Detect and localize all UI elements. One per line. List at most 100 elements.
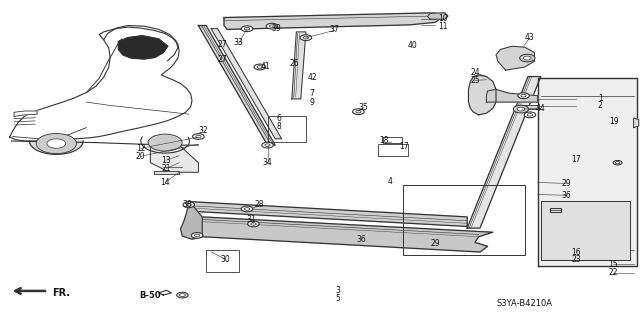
Text: 11: 11 — [438, 22, 447, 31]
Circle shape — [353, 109, 364, 115]
Text: 40: 40 — [408, 41, 418, 50]
Text: 14: 14 — [160, 178, 170, 187]
Circle shape — [196, 135, 201, 138]
Text: 13: 13 — [161, 156, 172, 165]
Circle shape — [524, 112, 536, 118]
Text: 20: 20 — [136, 152, 146, 161]
Text: B-50: B-50 — [140, 291, 161, 300]
Circle shape — [269, 25, 275, 27]
Text: 2: 2 — [598, 101, 603, 110]
Polygon shape — [541, 201, 630, 260]
Circle shape — [177, 292, 188, 298]
Circle shape — [520, 54, 535, 62]
Text: 17: 17 — [571, 155, 581, 164]
Circle shape — [251, 223, 256, 225]
Text: FR.: FR. — [52, 287, 70, 298]
Polygon shape — [150, 145, 198, 172]
Text: 33: 33 — [234, 38, 244, 47]
Circle shape — [254, 64, 266, 70]
Polygon shape — [159, 290, 172, 295]
Circle shape — [183, 202, 195, 208]
Text: 43: 43 — [525, 33, 535, 42]
Circle shape — [262, 142, 273, 148]
Polygon shape — [14, 111, 37, 116]
Text: 31: 31 — [246, 215, 256, 224]
Text: 44: 44 — [536, 104, 546, 113]
Text: 27: 27 — [218, 55, 228, 63]
Polygon shape — [118, 36, 168, 59]
Circle shape — [300, 35, 312, 41]
Text: 15: 15 — [608, 260, 618, 269]
Text: 9: 9 — [309, 98, 314, 107]
Circle shape — [521, 94, 526, 97]
Circle shape — [266, 23, 278, 29]
Circle shape — [179, 293, 186, 297]
Polygon shape — [189, 202, 467, 226]
Text: 42: 42 — [307, 73, 317, 82]
Circle shape — [265, 144, 270, 146]
Polygon shape — [180, 202, 202, 239]
Text: 28: 28 — [255, 200, 264, 209]
Circle shape — [193, 134, 204, 139]
Polygon shape — [496, 46, 534, 70]
Polygon shape — [198, 26, 275, 145]
Circle shape — [36, 133, 77, 153]
Circle shape — [517, 107, 525, 111]
Polygon shape — [10, 27, 192, 141]
Polygon shape — [518, 105, 538, 109]
Text: 29: 29 — [430, 239, 440, 248]
FancyBboxPatch shape — [550, 208, 561, 212]
Text: 35: 35 — [358, 103, 369, 112]
Polygon shape — [538, 78, 637, 266]
Circle shape — [513, 105, 529, 113]
Text: S3YA-B4210A: S3YA-B4210A — [497, 299, 553, 308]
Polygon shape — [634, 118, 639, 128]
Text: 24: 24 — [470, 68, 480, 77]
Text: 4: 4 — [388, 177, 393, 186]
Circle shape — [613, 160, 622, 165]
Text: 41: 41 — [260, 62, 271, 71]
Circle shape — [248, 221, 259, 227]
Text: 5: 5 — [335, 294, 340, 303]
Circle shape — [244, 208, 250, 210]
Polygon shape — [202, 217, 493, 252]
Polygon shape — [467, 77, 541, 228]
Circle shape — [356, 110, 361, 113]
Text: 1: 1 — [598, 94, 603, 103]
Text: 29: 29 — [561, 179, 572, 188]
Circle shape — [518, 93, 529, 99]
Text: 27: 27 — [218, 40, 228, 48]
Text: 3: 3 — [335, 286, 340, 295]
Text: 17: 17 — [399, 142, 410, 151]
Circle shape — [524, 56, 531, 60]
Polygon shape — [486, 89, 538, 102]
Polygon shape — [468, 75, 496, 115]
Circle shape — [616, 161, 620, 164]
Polygon shape — [211, 29, 282, 139]
Circle shape — [241, 206, 253, 212]
Circle shape — [195, 234, 200, 237]
Text: 36: 36 — [561, 191, 572, 200]
Circle shape — [47, 139, 66, 148]
Text: 32: 32 — [198, 126, 209, 135]
Text: 8: 8 — [276, 122, 282, 130]
Text: 25: 25 — [470, 76, 480, 85]
Circle shape — [241, 26, 253, 32]
Text: 34: 34 — [262, 158, 273, 167]
Text: 19: 19 — [609, 117, 620, 126]
Circle shape — [186, 204, 191, 206]
Circle shape — [191, 233, 203, 238]
Text: 38: 38 — [182, 200, 192, 209]
Text: 10: 10 — [438, 14, 448, 23]
Polygon shape — [154, 171, 179, 174]
Text: 6: 6 — [276, 114, 282, 122]
Text: 21: 21 — [162, 164, 171, 173]
Text: 30: 30 — [220, 255, 230, 263]
Text: 22: 22 — [609, 268, 618, 277]
Text: 26: 26 — [289, 59, 300, 68]
Text: 16: 16 — [571, 248, 581, 256]
Polygon shape — [29, 141, 83, 154]
Text: 12: 12 — [136, 144, 145, 153]
Polygon shape — [428, 13, 448, 19]
Text: 37: 37 — [330, 25, 340, 34]
